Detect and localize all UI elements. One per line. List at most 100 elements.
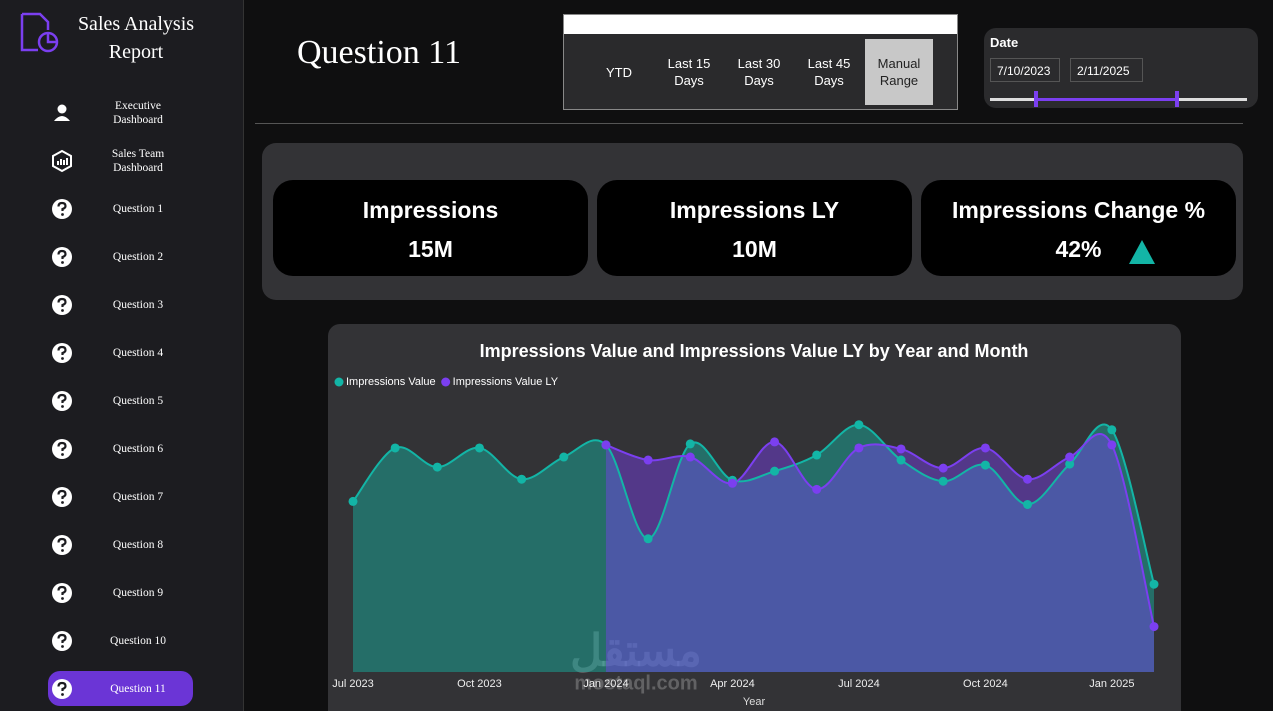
kpi-card: Impressions 15M xyxy=(273,180,588,276)
point xyxy=(896,444,906,454)
date-start[interactable]: 7/10/2023 xyxy=(990,58,1060,82)
nav-icon xyxy=(52,149,72,173)
slicer-option[interactable]: YTD xyxy=(606,64,632,80)
point xyxy=(643,534,653,544)
point xyxy=(1149,579,1159,589)
slicer-option[interactable]: Last 15 Days xyxy=(667,56,711,88)
icon-shape xyxy=(61,309,64,312)
nav-icon xyxy=(52,679,72,699)
icon-shape xyxy=(57,201,67,211)
kpi-card: Impressions Change % 42% xyxy=(921,180,1236,276)
icon-shape xyxy=(57,345,67,355)
point xyxy=(517,474,527,484)
divider xyxy=(255,123,1243,124)
nav-active-bg xyxy=(48,671,193,706)
point xyxy=(643,455,653,465)
legend-label: Impressions Value LY xyxy=(453,376,559,388)
icon-shape xyxy=(57,297,67,307)
nav-item[interactable]: Question 7 xyxy=(112,491,164,503)
x-tick-label: Apr 2024 xyxy=(710,678,755,690)
slider-handle[interactable] xyxy=(1175,91,1179,107)
nav-item[interactable]: Executive Dashboard xyxy=(113,100,163,126)
x-tick-label: Jan 2024 xyxy=(583,678,628,690)
x-tick-label: Jul 2023 xyxy=(332,678,374,690)
point xyxy=(812,484,822,494)
point xyxy=(770,437,780,447)
nav-item[interactable]: Question 5 xyxy=(112,395,164,407)
icon-shape xyxy=(61,213,64,216)
point xyxy=(1149,622,1159,632)
nav-icon xyxy=(52,439,72,459)
icon-shape xyxy=(61,645,64,648)
page-title: Question 11 xyxy=(297,34,462,71)
nav-item[interactable]: Question 1 xyxy=(112,203,164,215)
line xyxy=(605,433,1155,627)
nav-icon xyxy=(52,199,72,219)
nav-item[interactable]: Question 6 xyxy=(112,443,164,455)
chart: Impressions Value and Impressions Value … xyxy=(328,324,1181,711)
x-tick-label: Oct 2024 xyxy=(963,678,1008,690)
point xyxy=(1065,452,1075,462)
nav-icon xyxy=(52,583,72,603)
legend-marker xyxy=(441,377,451,387)
icon-shape xyxy=(52,149,72,173)
icon-shape xyxy=(61,549,64,552)
point xyxy=(727,478,737,488)
kpi-label: Impressions xyxy=(362,197,499,223)
point xyxy=(896,455,906,465)
nav-icon xyxy=(52,343,72,363)
point xyxy=(1107,440,1117,450)
point xyxy=(559,452,569,462)
nav-item[interactable]: Question 3 xyxy=(112,299,164,311)
x-axis-title: Year xyxy=(743,696,766,708)
kpi-label: Impressions LY xyxy=(669,197,840,223)
point xyxy=(1107,425,1117,435)
icon-shape xyxy=(57,633,67,643)
nav-item[interactable]: Question 2 xyxy=(112,251,164,263)
kpi-value: 42% xyxy=(1055,236,1102,262)
icon-shape xyxy=(57,104,67,114)
point xyxy=(390,443,400,453)
date-label: Date xyxy=(990,35,1019,50)
slicer-option[interactable]: Manual Range xyxy=(865,39,933,105)
trend-arrow xyxy=(1129,240,1155,264)
point xyxy=(1065,459,1075,469)
chart-title: Impressions Value and Impressions Value … xyxy=(480,341,1029,361)
nav-item[interactable]: Question 10 xyxy=(110,635,166,647)
slicer-toolbar xyxy=(564,15,957,34)
area xyxy=(605,433,1154,672)
nav-item[interactable]: Question 9 xyxy=(112,587,164,599)
nav-item[interactable]: Question 11 xyxy=(110,683,166,695)
sidebar xyxy=(0,0,244,711)
point xyxy=(685,452,695,462)
line xyxy=(352,423,1155,585)
nav-item[interactable]: Sales Team Dashboard xyxy=(111,148,165,174)
slicer-option[interactable]: Last 30 Days xyxy=(737,56,781,88)
date-end[interactable]: 2/11/2025 xyxy=(1070,58,1143,82)
app-title: Sales Analysis Report xyxy=(77,13,195,63)
icon-shape xyxy=(61,453,64,456)
icon-shape xyxy=(61,693,64,696)
point xyxy=(432,462,442,472)
icon-shape xyxy=(57,441,67,451)
watermark: مستقل xyxy=(570,627,702,676)
point xyxy=(938,463,948,473)
kpi-value: 10M xyxy=(732,236,777,262)
slider-handle[interactable] xyxy=(1034,91,1038,107)
nav-icon xyxy=(52,535,72,555)
area xyxy=(353,424,1154,672)
trend-arrow-shape xyxy=(1129,240,1155,264)
icon-shape xyxy=(61,501,64,504)
chart-card xyxy=(328,324,1181,711)
icon-shape xyxy=(57,393,67,403)
point xyxy=(980,460,990,470)
legend-label: Impressions Value xyxy=(346,376,436,388)
point xyxy=(812,450,822,460)
nav-item[interactable]: Question 4 xyxy=(112,347,164,359)
slicer-option[interactable]: Last 45 Days xyxy=(807,56,851,88)
nav-item[interactable]: Question 8 xyxy=(112,539,164,551)
icon-shape xyxy=(57,249,67,259)
point xyxy=(854,420,864,430)
icon-shape xyxy=(57,537,67,547)
